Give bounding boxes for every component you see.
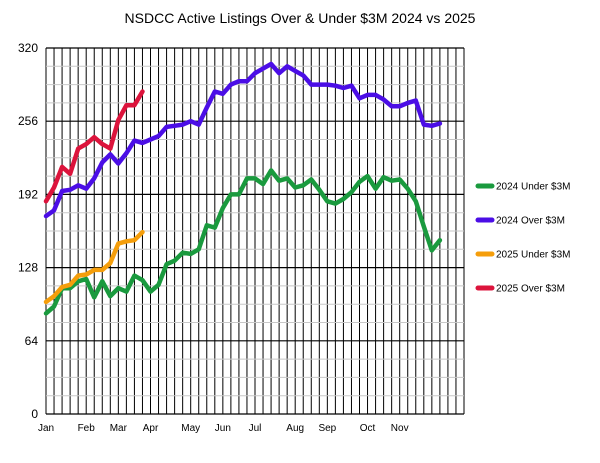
series-line-1 [43,168,443,316]
legend: 2024 Under $3M 2024 Over $3M 2025 Under $3… [475,182,571,295]
y-tick-label: 128 [18,261,38,275]
x-tick-label: Sep [318,423,336,434]
x-tick-label: Apr [143,423,159,434]
y-tick-label: 320 [18,41,38,55]
x-tick-label: May [181,423,200,434]
series-line-2 [43,61,443,219]
series-line-3 [43,229,145,305]
x-tick-label: Feb [78,423,96,434]
x-tick-label: Jun [215,423,231,434]
y-tick-label: 64 [25,334,39,348]
legend-label: 2024 Over $3M [496,216,565,227]
legend-label: 2025 Over $3M [496,284,565,295]
grid [45,47,465,415]
chart-title: NSDCC Active Listings Over & Under $3M 2… [125,10,476,26]
axes: 0 64 128 192 256 320 Jan Feb Mar Apr May Jun Jul Aug S… [18,41,409,434]
x-tick-label: Nov [391,423,409,434]
y-tick-label: 192 [18,187,38,201]
y-tick-label: 0 [31,407,38,421]
legend-label: 2025 Under $3M [496,250,571,261]
x-tick-label: Mar [110,423,128,434]
x-tick-label: Oct [360,423,376,434]
x-tick-label: Aug [286,423,304,434]
series-lines [43,61,443,316]
x-tick-label: Jan [38,423,54,434]
legend-label: 2024 Under $3M [496,182,571,193]
y-tick-label: 256 [18,114,38,128]
x-tick-label: Jul [249,423,262,434]
series-line-4 [43,89,145,204]
